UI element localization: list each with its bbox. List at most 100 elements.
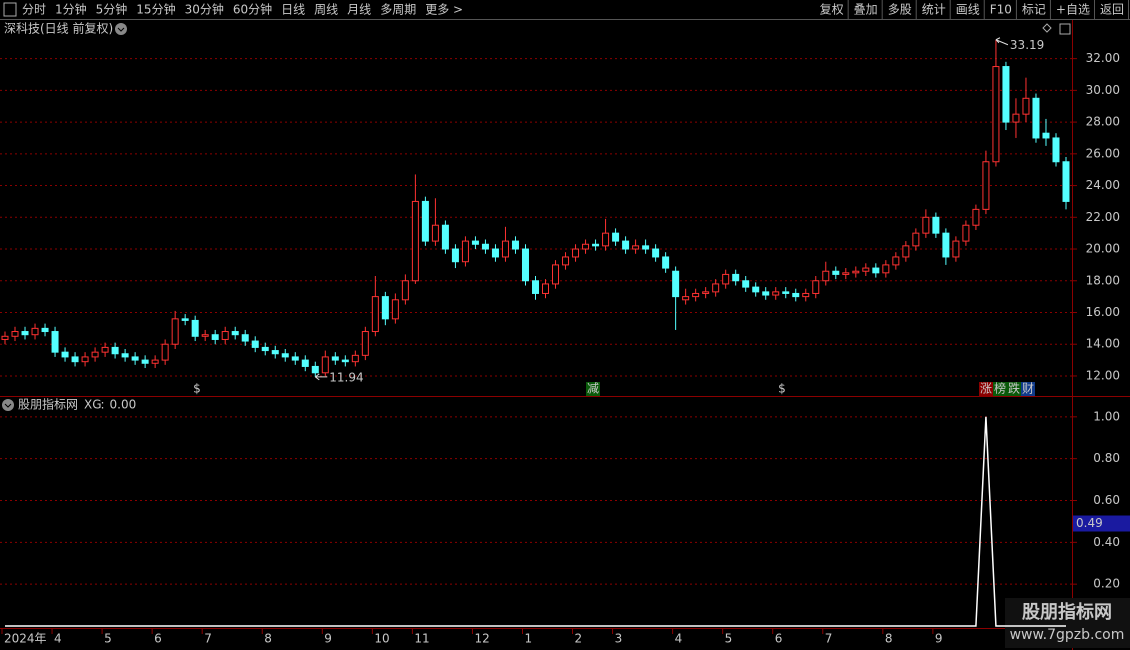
collapse-icon[interactable] — [2, 399, 14, 411]
x-tick-label: 2024年 — [4, 632, 47, 646]
panel-icon[interactable] — [1059, 23, 1071, 35]
cursor-value-bg — [1073, 515, 1130, 532]
candle-body — [161, 343, 169, 361]
toolbar-item[interactable]: 返回 — [1100, 3, 1124, 17]
candle-body — [1022, 97, 1030, 115]
event-bg — [1007, 382, 1021, 396]
toolbar-item[interactable]: 多股 — [888, 3, 912, 17]
toolbar-item[interactable]: +自选 — [1056, 3, 1090, 17]
cursor-value: 0.49 — [1076, 516, 1103, 530]
candle-body — [902, 245, 910, 258]
collapse-icon[interactable] — [115, 23, 127, 35]
candle-body — [371, 296, 379, 333]
candle-body — [962, 224, 970, 242]
toolbar-item[interactable]: 5分钟 — [96, 2, 128, 17]
candle-body — [732, 273, 740, 282]
toolbar-item[interactable]: F10 — [990, 3, 1012, 17]
candle-body — [291, 356, 299, 361]
x-tick-label: 6 — [154, 632, 162, 646]
toolbar-item[interactable]: 复权 — [820, 3, 844, 17]
candle-body — [622, 240, 630, 250]
candle-body — [862, 267, 870, 272]
event-mark: 财 — [1022, 382, 1034, 396]
candle-body — [11, 331, 19, 337]
y-tick-label: 28.00 — [1086, 115, 1120, 129]
y-tick-label: 1.00 — [1093, 409, 1120, 423]
toolbar-item[interactable]: 画线 — [956, 3, 980, 17]
candle-body — [51, 331, 59, 353]
x-tick-label: 5 — [104, 632, 112, 646]
candle-body — [441, 224, 449, 250]
toolbar-item[interactable]: 标记 — [1022, 3, 1046, 17]
toolbar-item[interactable]: 15分钟 — [136, 2, 175, 17]
y-tick-label: 0.40 — [1093, 535, 1120, 549]
candle-body — [111, 346, 119, 355]
candle-body — [81, 356, 89, 363]
toolbar-item[interactable]: 分时 — [22, 3, 46, 17]
candle-body — [542, 283, 550, 294]
toolbar-item[interactable]: 更多 > — [425, 3, 463, 17]
candle-body — [151, 359, 159, 364]
candle-body — [201, 334, 209, 337]
candle-body — [872, 267, 880, 274]
x-tick-label: 7 — [825, 632, 833, 646]
candle-body — [942, 232, 950, 258]
menu-icon[interactable] — [3, 2, 17, 17]
candle-body — [421, 200, 429, 242]
event-mark: $ — [778, 382, 786, 396]
candle-body — [992, 66, 1000, 163]
candle-body — [772, 291, 780, 296]
candle-body — [802, 292, 810, 298]
toolbar-item[interactable]: 多周期 — [380, 3, 416, 17]
toolbar-item[interactable]: 日线 — [281, 3, 305, 17]
candle-body — [341, 359, 349, 363]
y-tick-label: 24.00 — [1086, 178, 1120, 192]
event-bg — [1021, 382, 1035, 396]
candle-body — [401, 280, 409, 301]
diamond-icon[interactable] — [1042, 23, 1052, 33]
candle-body — [61, 351, 69, 358]
toolbar-item[interactable]: 1分钟 — [55, 2, 87, 17]
toolbar-item[interactable]: 30分钟 — [185, 2, 224, 17]
candle-body — [532, 280, 539, 294]
candle-body — [572, 248, 580, 258]
candle-body — [932, 216, 940, 234]
candle-body — [782, 291, 790, 294]
toolbar-item[interactable]: 统计 — [922, 3, 946, 17]
candle-body — [822, 270, 830, 282]
candle-body — [491, 248, 499, 258]
candle-body — [251, 340, 259, 348]
candle-body — [71, 356, 79, 363]
candle-body — [231, 331, 239, 336]
candle-body — [221, 331, 229, 340]
candle-body — [171, 318, 179, 345]
x-tick-label: 9 — [324, 632, 332, 646]
candle-body — [381, 296, 389, 320]
candle-body — [612, 232, 620, 242]
candle-body — [852, 270, 860, 274]
chart-title: 深科技(日线 前复权) — [4, 21, 113, 36]
y-tick-label: 26.00 — [1086, 146, 1120, 160]
y-tick-label: 18.00 — [1086, 273, 1120, 287]
candle-body — [431, 224, 439, 242]
candle-body — [521, 248, 529, 282]
candle-body — [471, 240, 479, 245]
toolbar-item[interactable]: 叠加 — [854, 3, 878, 17]
candle-body — [31, 327, 39, 336]
x-tick-label: 4 — [675, 632, 683, 646]
candle-body — [461, 240, 469, 263]
candle-body — [351, 354, 359, 363]
toolbar-item[interactable]: 月线 — [347, 3, 371, 17]
toolbar-item[interactable]: 周线 — [314, 3, 338, 17]
candle-body — [451, 248, 459, 263]
x-tick-label: 8 — [264, 632, 272, 646]
event-mark: 减 — [587, 382, 599, 396]
candle-body — [311, 365, 319, 374]
candle-body — [602, 232, 610, 247]
toolbar-item[interactable]: 60分钟 — [233, 2, 272, 17]
candle-body — [181, 318, 189, 321]
candle-body — [1012, 113, 1020, 123]
event-bg — [993, 382, 1007, 396]
